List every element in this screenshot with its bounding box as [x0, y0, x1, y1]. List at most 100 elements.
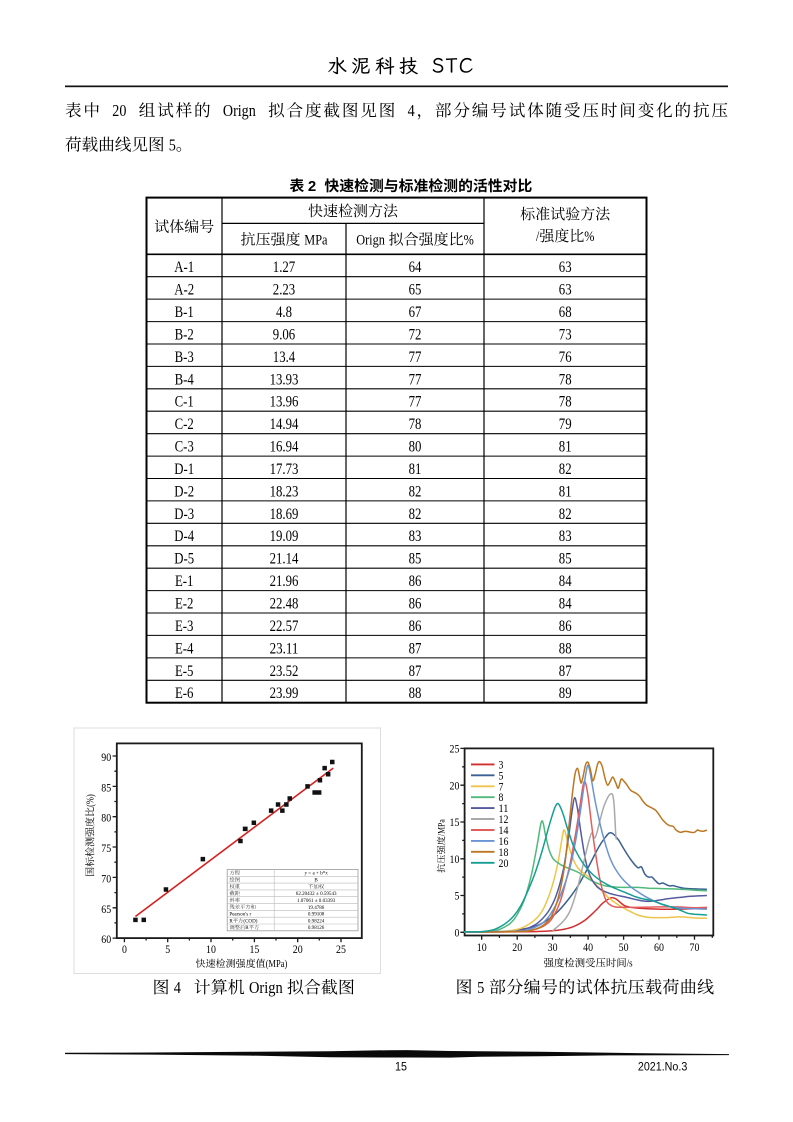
svg-text:62.20432: 62.20432: [296, 891, 315, 897]
svg-text:87: 87: [409, 640, 422, 657]
svg-text:60: 60: [654, 942, 664, 954]
svg-text:A-2: A-2: [174, 282, 194, 299]
svg-text:23.99: 23.99: [270, 685, 299, 702]
svg-text:89: 89: [559, 685, 572, 702]
svg-text:90: 90: [101, 752, 111, 764]
svg-text:77: 77: [409, 349, 422, 366]
svg-text:a: a: [313, 871, 316, 877]
svg-text:16.94: 16.94: [270, 439, 299, 456]
svg-text:13.93: 13.93: [270, 371, 299, 388]
svg-text:D-2: D-2: [174, 483, 194, 500]
svg-text:13.4: 13.4: [273, 349, 295, 366]
svg-text:20: 20: [112, 101, 126, 120]
svg-text:C-1: C-1: [175, 394, 194, 411]
svg-text:5: 5: [477, 978, 484, 997]
svg-text:+: +: [316, 871, 319, 877]
svg-text:0.98126: 0.98126: [308, 925, 325, 931]
svg-text:75: 75: [101, 843, 111, 855]
svg-text:%: %: [464, 233, 474, 249]
svg-text:0.03393: 0.03393: [319, 898, 336, 904]
svg-text:9.06: 9.06: [273, 327, 295, 344]
svg-text:20: 20: [512, 942, 522, 954]
svg-text:87: 87: [409, 663, 422, 680]
svg-text:0: 0: [122, 944, 127, 956]
svg-text:40: 40: [583, 942, 593, 954]
svg-text:81: 81: [409, 461, 422, 478]
svg-text:5: 5: [169, 135, 176, 154]
svg-text:85: 85: [559, 551, 572, 568]
svg-text:16: 16: [499, 836, 509, 848]
svg-text:14.94: 14.94: [270, 416, 299, 433]
svg-text:5: 5: [499, 770, 504, 782]
svg-text:MPa: MPa: [304, 233, 327, 249]
svg-text:73: 73: [559, 327, 572, 344]
svg-text:23.11: 23.11: [270, 640, 299, 657]
svg-text:B-4: B-4: [175, 371, 194, 388]
svg-text:20: 20: [499, 858, 509, 870]
svg-text:77: 77: [409, 371, 422, 388]
svg-text:25: 25: [336, 944, 346, 956]
svg-text:87: 87: [559, 663, 572, 680]
svg-text:79: 79: [559, 416, 572, 433]
svg-text:/: /: [536, 229, 540, 245]
svg-text:b*x: b*x: [320, 871, 328, 877]
svg-text:0: 0: [455, 927, 460, 939]
svg-text:y: y: [305, 871, 308, 877]
svg-text:86: 86: [409, 618, 422, 635]
svg-text:82: 82: [409, 483, 422, 500]
svg-text:R: R: [245, 925, 249, 931]
svg-text:68: 68: [559, 304, 572, 321]
svg-text:/s: /s: [627, 959, 633, 970]
svg-text:Orign: Orign: [249, 978, 283, 997]
svg-text:B-3: B-3: [175, 349, 194, 366]
svg-text:0.59543: 0.59543: [320, 891, 337, 897]
svg-text:Orign: Orign: [223, 101, 256, 120]
svg-text:E-2: E-2: [175, 596, 194, 613]
svg-text:67: 67: [409, 304, 422, 321]
svg-text:25: 25: [450, 744, 460, 756]
svg-text:D-5: D-5: [174, 551, 194, 568]
svg-text:Pearson's: Pearson's: [229, 912, 248, 918]
svg-text:E-6: E-6: [175, 685, 194, 702]
svg-text:20: 20: [450, 780, 460, 792]
svg-text:81: 81: [559, 439, 572, 456]
svg-text:2.23: 2.23: [273, 282, 295, 299]
svg-text:Orign: Orign: [356, 233, 385, 249]
svg-text:82: 82: [559, 461, 572, 478]
svg-text:22.48: 22.48: [270, 596, 299, 613]
svg-text:0.99108: 0.99108: [308, 912, 325, 918]
svg-text:(%): (%): [86, 794, 97, 807]
svg-text:17.73: 17.73: [270, 461, 299, 478]
svg-text:4: 4: [408, 101, 416, 120]
svg-text:18.69: 18.69: [270, 506, 299, 523]
svg-text:E-5: E-5: [175, 663, 194, 680]
svg-text:A-1: A-1: [174, 259, 194, 276]
svg-text:86: 86: [409, 596, 422, 613]
svg-text:14: 14: [499, 825, 509, 837]
svg-text:23.52: 23.52: [270, 663, 299, 680]
svg-text:18: 18: [499, 847, 509, 859]
svg-text:1.27: 1.27: [273, 259, 295, 276]
svg-text:2: 2: [308, 178, 316, 195]
svg-text:82: 82: [409, 506, 422, 523]
svg-text:76: 76: [559, 349, 572, 366]
svg-text:%: %: [584, 229, 594, 245]
svg-text:5: 5: [165, 944, 170, 956]
svg-text:5: 5: [455, 891, 460, 903]
svg-text:30: 30: [548, 942, 558, 954]
svg-text:50: 50: [619, 942, 629, 954]
svg-text:B: B: [314, 878, 318, 884]
svg-text:88: 88: [559, 640, 572, 657]
svg-text:0.98224: 0.98224: [308, 918, 325, 924]
svg-text:84: 84: [559, 573, 572, 590]
svg-text:85: 85: [409, 551, 422, 568]
svg-text:83: 83: [409, 528, 422, 545]
svg-text:2021.No.3: 2021.No.3: [638, 1061, 687, 1073]
svg-text:82: 82: [559, 506, 572, 523]
svg-text:D-3: D-3: [174, 506, 194, 523]
svg-text:21.14: 21.14: [270, 551, 299, 568]
svg-text:B-2: B-2: [175, 327, 194, 344]
svg-text:E-1: E-1: [175, 573, 194, 590]
svg-text:10: 10: [450, 854, 460, 866]
svg-text:C-3: C-3: [175, 439, 194, 456]
